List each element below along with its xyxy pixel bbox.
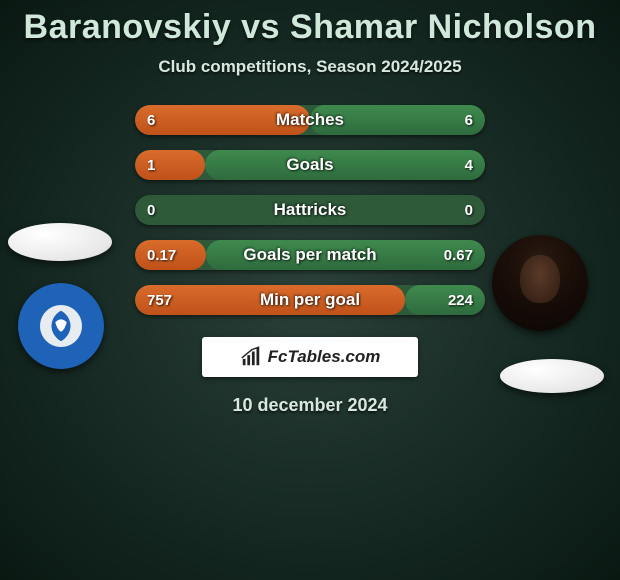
stats-bars: Matches6 6 Goals1 4 Hattricks0 0 Goals per mat… — [135, 105, 485, 315]
stat-value-left: 0.17 — [147, 240, 176, 270]
stat-label: Matches — [135, 105, 485, 135]
stat-label: Goals per match — [135, 240, 485, 270]
stat-label: Hattricks — [135, 195, 485, 225]
stat-row: Matches6 6 — [135, 105, 485, 135]
stat-value-right: 0 — [465, 195, 473, 225]
brand-badge: FcTables.com — [202, 337, 418, 377]
date-text: 10 december 2024 — [0, 395, 620, 416]
stat-value-right: 0.67 — [444, 240, 473, 270]
stat-value-right: 224 — [448, 285, 473, 315]
stat-value-left: 6 — [147, 105, 155, 135]
chart-icon — [240, 346, 262, 368]
brand-text: FcTables.com — [268, 347, 381, 367]
stat-label: Min per goal — [135, 285, 485, 315]
stat-value-right: 6 — [465, 105, 473, 135]
stat-row: Hattricks0 0 — [135, 195, 485, 225]
page-title: Baranovskiy vs Shamar Nicholson — [0, 0, 620, 47]
stat-value-left: 1 — [147, 150, 155, 180]
player-left-club-badge — [18, 283, 104, 369]
stat-row: Min per goal757 224 — [135, 285, 485, 315]
stat-row: Goals per match0.17 0.67 — [135, 240, 485, 270]
club-crest-icon — [42, 307, 80, 345]
stat-row: Goals1 4 — [135, 150, 485, 180]
stat-label: Goals — [135, 150, 485, 180]
player-right-club-badge-placeholder — [500, 359, 604, 393]
stat-value-right: 4 — [465, 150, 473, 180]
stat-value-left: 0 — [147, 195, 155, 225]
player-left-avatar-placeholder — [8, 223, 112, 261]
subtitle: Club competitions, Season 2024/2025 — [0, 57, 620, 77]
stat-value-left: 757 — [147, 285, 172, 315]
player-right-avatar — [492, 235, 588, 331]
comparison-panel: Matches6 6 Goals1 4 Hattricks0 0 Goals per mat… — [0, 105, 620, 416]
